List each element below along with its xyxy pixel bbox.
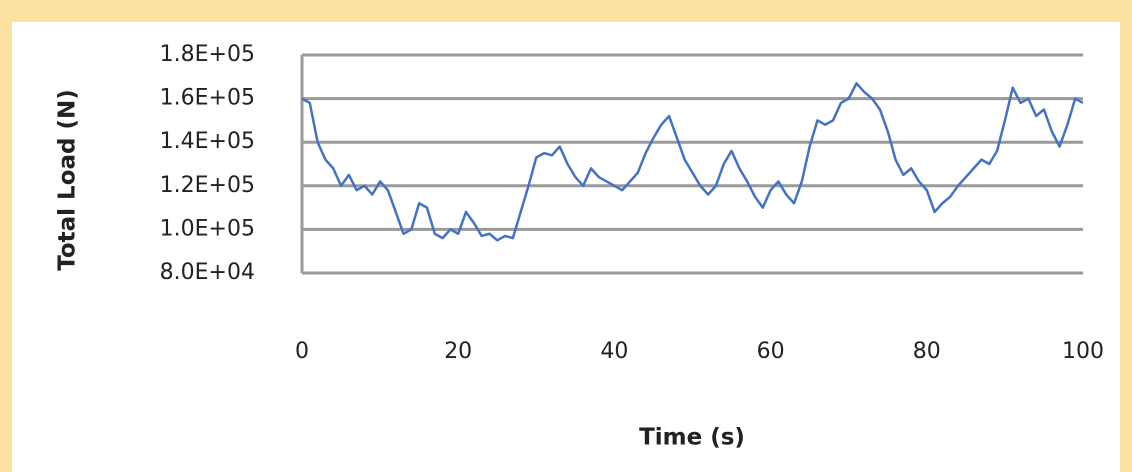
y-tick-label: 1.8E+05 bbox=[160, 42, 255, 67]
chart-background bbox=[12, 22, 1120, 472]
y-tick-label: 1.0E+05 bbox=[160, 216, 255, 241]
data-line bbox=[301, 82, 1084, 242]
x-tick-label: 0 bbox=[295, 339, 309, 364]
x-tick-label: 80 bbox=[913, 339, 941, 364]
x-tick-label: 20 bbox=[444, 339, 472, 364]
y-tick-label: 8.0E+04 bbox=[160, 260, 255, 285]
y-tick-label: 1.4E+05 bbox=[160, 129, 255, 154]
x-axis-title: Time (s) bbox=[639, 425, 745, 451]
y-axis-title: Total Load (N) bbox=[55, 89, 81, 271]
x-tick-label: 40 bbox=[600, 339, 628, 364]
y-tick-label: 1.6E+05 bbox=[160, 86, 255, 111]
x-tick-label: 100 bbox=[1062, 339, 1104, 364]
x-tick-label: 60 bbox=[757, 339, 785, 364]
y-tick-label: 1.2E+05 bbox=[160, 173, 255, 198]
